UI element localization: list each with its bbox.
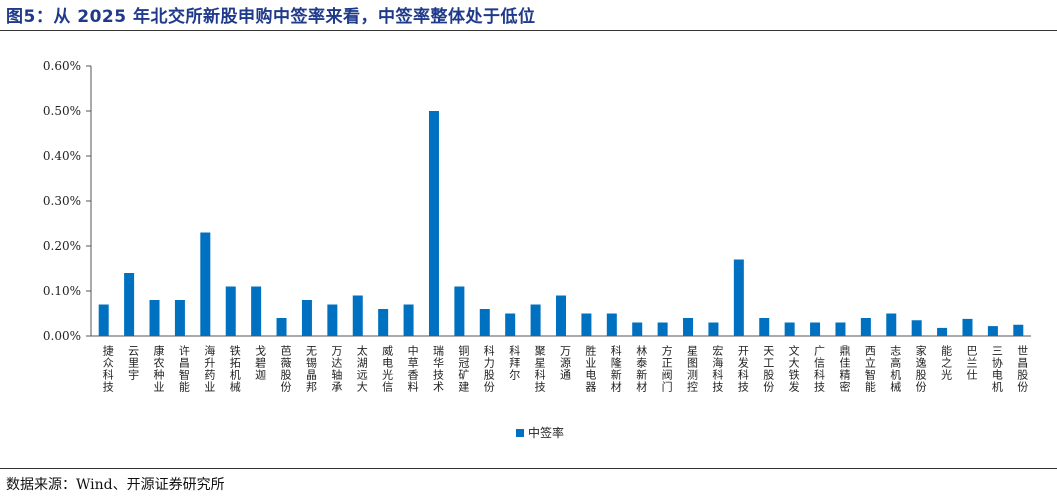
bar bbox=[98, 304, 109, 336]
category-label: 戈碧迦 bbox=[254, 345, 267, 381]
category-label: 广信科技 bbox=[813, 345, 826, 393]
bar bbox=[327, 304, 338, 336]
category-label: 三协电机 bbox=[990, 345, 1003, 393]
bar bbox=[200, 232, 211, 336]
category-labels: 捷众科技 云里宇 康农种业 许昌智能 海升药业 铁拓机械 戈碧迦 芭薇股份 无锡晶邦 万达轴承 太湖… bbox=[101, 344, 1029, 393]
bar-series bbox=[98, 111, 1024, 336]
bar bbox=[149, 300, 160, 336]
category-label: 中草香料 bbox=[406, 345, 419, 393]
bar bbox=[987, 326, 998, 336]
y-tick-label: 0.50% bbox=[43, 104, 81, 118]
category-label: 海升药业 bbox=[203, 344, 216, 393]
y-tick-label: 0.10% bbox=[43, 284, 81, 298]
category-label: 聚星科技 bbox=[533, 345, 546, 393]
category-label: 云里宇 bbox=[127, 345, 140, 381]
bar bbox=[479, 309, 490, 336]
bar bbox=[251, 286, 262, 336]
category-label: 方正阀门 bbox=[660, 344, 673, 393]
bar bbox=[657, 322, 668, 336]
category-label: 鼎佳精密 bbox=[838, 345, 851, 393]
category-label: 万达轴承 bbox=[330, 345, 343, 393]
category-label: 开发科技 bbox=[736, 345, 749, 393]
category-label: 瑞华技术 bbox=[431, 344, 444, 393]
category-label: 万源通 bbox=[559, 345, 572, 381]
bar bbox=[810, 322, 821, 336]
y-tick-label: 0.30% bbox=[43, 194, 81, 208]
bar bbox=[301, 300, 312, 336]
category-label: 铁拓机械 bbox=[228, 345, 241, 393]
y-tick-label: 0.20% bbox=[43, 239, 81, 253]
category-label: 捷众科技 bbox=[101, 344, 114, 393]
bar bbox=[860, 318, 871, 336]
title-rule bbox=[0, 30, 1057, 31]
bar bbox=[708, 322, 719, 336]
bar bbox=[911, 320, 922, 336]
bar bbox=[276, 318, 287, 336]
bar bbox=[632, 322, 643, 336]
bar bbox=[556, 295, 566, 336]
bar bbox=[937, 327, 948, 336]
bar bbox=[759, 318, 770, 336]
bar bbox=[962, 318, 973, 336]
category-label: 林泰新材 bbox=[635, 344, 648, 393]
category-label: 康农种业 bbox=[152, 344, 165, 393]
category-label: 无锡晶邦 bbox=[304, 345, 317, 393]
legend-swatch bbox=[516, 429, 524, 437]
bar bbox=[886, 313, 897, 336]
category-label: 太湖远大 bbox=[355, 345, 368, 393]
category-label: 世昌股份 bbox=[1016, 345, 1029, 393]
category-label: 文大铁发 bbox=[787, 344, 800, 393]
category-label: 科隆新材 bbox=[609, 344, 622, 393]
legend-label: 中签率 bbox=[528, 425, 564, 440]
bar bbox=[505, 313, 516, 336]
bar bbox=[378, 309, 389, 336]
category-label: 许昌智能 bbox=[177, 345, 190, 393]
bar bbox=[733, 259, 744, 336]
category-label: 家逸股份 bbox=[914, 344, 927, 393]
bar bbox=[606, 313, 617, 336]
category-label: 宏海科技 bbox=[711, 344, 724, 393]
bar bbox=[784, 322, 795, 336]
y-tick-label: 0.60% bbox=[43, 59, 81, 73]
category-label: 科力股份 bbox=[482, 344, 495, 393]
category-label: 科拜尔 bbox=[508, 344, 521, 381]
source-rule bbox=[0, 468, 1057, 469]
bar bbox=[1013, 324, 1024, 336]
category-label: 西立智能 bbox=[863, 345, 876, 393]
category-label: 铜冠矿建 bbox=[457, 344, 470, 393]
category-label: 威电光信 bbox=[381, 345, 394, 393]
figure-title: 图5：从 2025 年北交所新股申购中签率来看，中签率整体处于低位 bbox=[6, 7, 536, 27]
bar bbox=[530, 304, 541, 336]
category-label: 志高机械 bbox=[889, 345, 902, 393]
bar bbox=[428, 111, 439, 336]
bar bbox=[352, 295, 363, 336]
category-label: 芭薇股份 bbox=[279, 344, 292, 393]
bar bbox=[835, 322, 846, 336]
bar bbox=[225, 286, 236, 336]
bar bbox=[683, 318, 694, 336]
category-label: 星图测控 bbox=[686, 345, 699, 393]
category-label: 能之光 bbox=[940, 344, 953, 381]
category-label: 巴兰仕 bbox=[965, 345, 978, 381]
bar bbox=[454, 286, 465, 336]
legend: 中签率 bbox=[516, 425, 564, 440]
y-tick-label: 0.40% bbox=[43, 149, 81, 163]
y-tick-label: 0.00% bbox=[43, 329, 81, 343]
y-axis: 0.00% 0.10% 0.20% 0.30% 0.40% 0.50% 0.60% bbox=[43, 59, 92, 343]
category-label: 胜业电器 bbox=[584, 344, 597, 393]
bar bbox=[174, 300, 185, 336]
category-label: 天工股份 bbox=[762, 345, 775, 393]
bar bbox=[581, 313, 592, 336]
source-note: 数据来源：Wind、开源证券研究所 bbox=[6, 477, 225, 493]
bar bbox=[403, 304, 414, 336]
bar bbox=[124, 273, 135, 336]
